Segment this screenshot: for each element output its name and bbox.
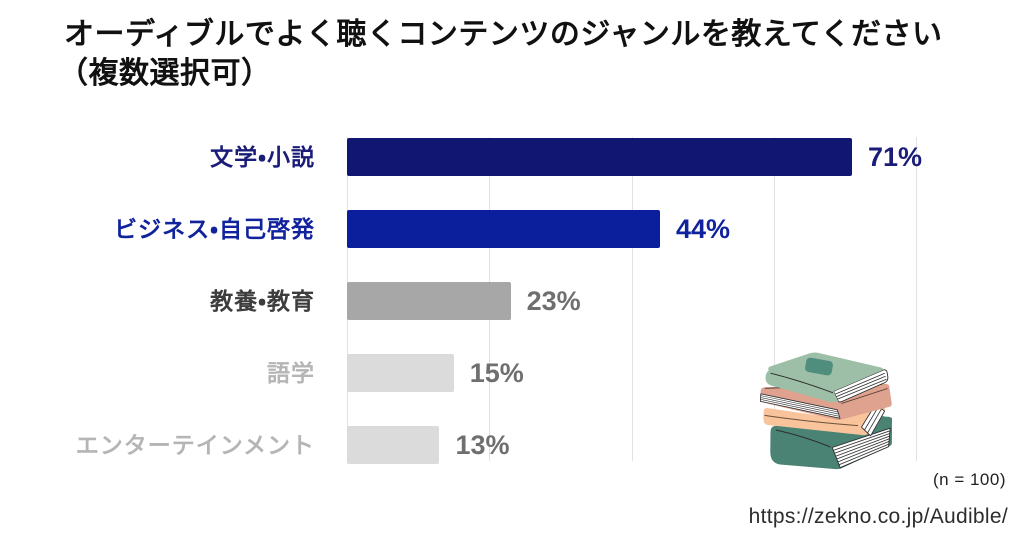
category-label: 教養・教育 (210, 288, 315, 314)
chart-row: 教養・教育 23% (0, 282, 1024, 320)
value-label: 71% (867, 142, 923, 172)
category-label: エンターテインメント (75, 432, 315, 458)
category-label: 語学 (267, 360, 315, 386)
book-peach-cover (763, 404, 886, 436)
book-green-cover (765, 352, 884, 403)
gridline (773, 137, 775, 461)
book-green (765, 352, 889, 403)
bar (347, 138, 852, 176)
source-url: https://zekno.co.jp/Audible/ (748, 505, 1008, 528)
chart-row: エンターテインメント 13% (0, 426, 1024, 464)
sample-size-note: (n = 100) (932, 470, 1006, 489)
bar (347, 282, 511, 320)
gridline (916, 137, 917, 461)
book-green-patch (805, 357, 833, 376)
chart-row: 語学 15% (0, 354, 1024, 392)
chart-row: ビジネス・自己啓発 44% (0, 210, 1024, 248)
chart-title-line1: オーディブルでよく聴くコンテンツのジャンルを教えてください (64, 18, 943, 51)
books-illustration (760, 352, 892, 470)
chart-title-line2: （複数選択可） (58, 57, 272, 90)
bar (347, 210, 660, 248)
category-label: ビジネス・自己啓発 (114, 216, 315, 242)
bar (347, 354, 454, 392)
book-green-pages (832, 369, 889, 403)
value-label: 15% (469, 358, 524, 388)
book-pink-pages (760, 393, 841, 419)
bar (347, 426, 440, 464)
book-pink-right-crease (841, 388, 888, 404)
category-label: 文学・小説 (210, 144, 315, 170)
gridline (631, 137, 633, 461)
book-peach-crease (764, 414, 859, 427)
book-teal-pages (831, 427, 891, 469)
chart-row: 文学・小説 71% (0, 138, 1024, 176)
chart-title: オーディブルでよく聴くコンテンツのジャンルを教えてください （複数選択可） (58, 15, 943, 93)
value-label: 44% (675, 214, 730, 244)
book-teal-crease (775, 429, 831, 448)
value-label: 23% (526, 286, 581, 316)
value-label: 13% (455, 430, 510, 460)
book-green-crease (770, 372, 834, 394)
